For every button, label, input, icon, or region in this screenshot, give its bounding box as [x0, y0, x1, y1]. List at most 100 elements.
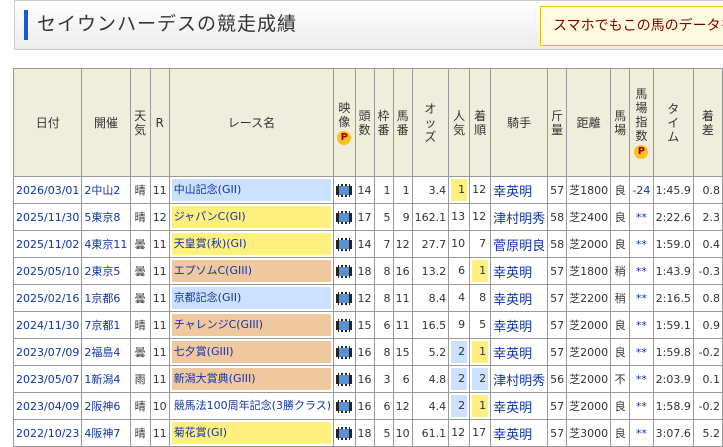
date-cell[interactable]: 2023/07/09: [12, 338, 83, 366]
video-film-icon[interactable]: [336, 183, 353, 197]
venue-cell[interactable]: 7京都1: [81, 311, 131, 339]
jockey-cell[interactable]: 幸英明: [490, 257, 549, 285]
track-index-cell[interactable]: **: [629, 338, 654, 366]
venue-cell[interactable]: 1新潟4: [81, 365, 131, 393]
race-name-cell[interactable]: 新潟大賞典(GIII): [168, 365, 335, 393]
date-cell[interactable]: 2022/10/23: [12, 419, 83, 447]
video-film-icon[interactable]: [336, 291, 353, 305]
track-index-cell[interactable]: **: [629, 257, 654, 285]
venue-link[interactable]: 4東京11: [84, 238, 128, 251]
date-link[interactable]: 2023/05/07: [16, 372, 80, 386]
date-cell[interactable]: 2023/05/07: [12, 365, 83, 393]
jockey-link[interactable]: 幸英明: [493, 346, 533, 362]
video-cell[interactable]: [333, 203, 356, 231]
venue-cell[interactable]: 2中山2: [81, 176, 131, 204]
smartphone-promo-banner[interactable]: スマホでもこの馬のデータを: [540, 6, 723, 46]
venue-link[interactable]: 1京都6: [84, 292, 121, 305]
date-link[interactable]: 2024/11/30: [16, 318, 80, 332]
jockey-link[interactable]: 幸英明: [493, 265, 533, 281]
venue-cell[interactable]: 1京都6: [81, 284, 131, 312]
date-link[interactable]: 2026/03/01: [16, 183, 80, 197]
track-index-value[interactable]: **: [635, 264, 647, 278]
venue-link[interactable]: 2東京5: [84, 265, 121, 278]
race-name-cell[interactable]: 京都記念(GII): [168, 284, 335, 312]
venue-link[interactable]: 2中山2: [84, 184, 121, 197]
video-cell[interactable]: [333, 176, 356, 204]
venue-link[interactable]: 4阪神7: [84, 427, 121, 440]
venue-link[interactable]: 2阪神6: [84, 400, 121, 413]
jockey-cell[interactable]: 幸英明: [490, 338, 549, 366]
track-index-value[interactable]: **: [635, 318, 647, 332]
date-link[interactable]: 2022/10/23: [16, 426, 80, 440]
race-name-link[interactable]: 中山記念(GII): [171, 179, 332, 201]
video-cell[interactable]: [333, 257, 356, 285]
jockey-link[interactable]: 幸英明: [493, 184, 533, 200]
date-link[interactable]: 2025/11/02: [16, 237, 80, 251]
race-name-cell[interactable]: 七夕賞(GIII): [168, 338, 335, 366]
race-name-cell[interactable]: ジャパンC(GI): [168, 203, 335, 231]
video-film-icon[interactable]: [336, 372, 353, 386]
venue-cell[interactable]: 5東京8: [81, 203, 131, 231]
race-name-cell[interactable]: 競馬法100周年記念(3勝クラス): [168, 392, 335, 420]
date-cell[interactable]: 2025/02/16: [12, 284, 83, 312]
video-film-icon[interactable]: [336, 237, 353, 251]
track-index-value[interactable]: -24: [632, 183, 651, 197]
jockey-link[interactable]: 幸英明: [493, 292, 533, 308]
date-cell[interactable]: 2026/03/01: [12, 176, 83, 204]
track-index-cell[interactable]: **: [629, 365, 654, 393]
jockey-cell[interactable]: 津村明秀: [490, 203, 549, 231]
race-name-link[interactable]: 競馬法100周年記念(3勝クラス): [173, 399, 332, 412]
track-index-cell[interactable]: **: [629, 284, 654, 312]
venue-link[interactable]: 1新潟4: [84, 373, 121, 386]
track-index-value[interactable]: **: [635, 210, 647, 224]
jockey-link[interactable]: 幸英明: [493, 319, 533, 335]
track-index-cell[interactable]: **: [629, 311, 654, 339]
venue-link[interactable]: 7京都1: [84, 319, 121, 332]
jockey-link[interactable]: 幸英明: [493, 427, 533, 443]
track-index-value[interactable]: **: [635, 426, 647, 440]
race-name-cell[interactable]: 中山記念(GII): [168, 176, 335, 204]
date-link[interactable]: 2025/11/30: [16, 210, 80, 224]
track-index-cell[interactable]: **: [629, 392, 654, 420]
race-name-link[interactable]: エプソムC(GIII): [171, 260, 332, 282]
track-index-value[interactable]: **: [635, 291, 647, 305]
video-cell[interactable]: [333, 419, 356, 447]
header-date[interactable]: 日付: [12, 68, 83, 177]
jockey-cell[interactable]: 幸英明: [490, 392, 549, 420]
jockey-cell[interactable]: 幸英明: [490, 284, 549, 312]
race-name-link[interactable]: チャレンジC(GIII): [171, 314, 332, 336]
race-name-cell[interactable]: エプソムC(GIII): [168, 257, 335, 285]
track-index-value[interactable]: **: [635, 399, 647, 413]
venue-cell[interactable]: 4阪神7: [81, 419, 131, 447]
date-link[interactable]: 2025/05/10: [16, 264, 80, 278]
jockey-cell[interactable]: 菅原明良: [490, 230, 549, 258]
jockey-cell[interactable]: 津村明秀: [490, 365, 549, 393]
video-film-icon[interactable]: [336, 318, 353, 332]
date-cell[interactable]: 2025/11/02: [12, 230, 83, 258]
date-cell[interactable]: 2023/04/09: [12, 392, 83, 420]
jockey-link[interactable]: 津村明秀: [493, 211, 546, 227]
jockey-cell[interactable]: 幸英明: [490, 311, 549, 339]
race-name-link[interactable]: 菊花賞(GI): [171, 422, 332, 444]
date-link[interactable]: 2023/04/09: [16, 399, 80, 413]
venue-link[interactable]: 2福島4: [84, 346, 121, 359]
track-index-value[interactable]: **: [635, 372, 647, 386]
venue-cell[interactable]: 4東京11: [81, 230, 131, 258]
video-film-icon[interactable]: [336, 399, 353, 413]
jockey-link[interactable]: 幸英明: [493, 400, 533, 416]
video-film-icon[interactable]: [336, 264, 353, 278]
race-name-link[interactable]: 七夕賞(GIII): [171, 341, 332, 363]
venue-cell[interactable]: 2東京5: [81, 257, 131, 285]
video-cell[interactable]: [333, 311, 356, 339]
track-index-cell[interactable]: **: [629, 203, 654, 231]
jockey-link[interactable]: 津村明秀: [493, 373, 546, 389]
venue-cell[interactable]: 2福島4: [81, 338, 131, 366]
video-cell[interactable]: [333, 338, 356, 366]
video-cell[interactable]: [333, 230, 356, 258]
track-index-value[interactable]: **: [635, 237, 647, 251]
race-name-link[interactable]: 京都記念(GII): [171, 287, 332, 309]
race-name-link[interactable]: 天皇賞(秋)(GI): [171, 233, 332, 255]
video-film-icon[interactable]: [336, 426, 353, 440]
jockey-link[interactable]: 菅原明良: [493, 238, 546, 254]
date-cell[interactable]: 2025/11/30: [12, 203, 83, 231]
